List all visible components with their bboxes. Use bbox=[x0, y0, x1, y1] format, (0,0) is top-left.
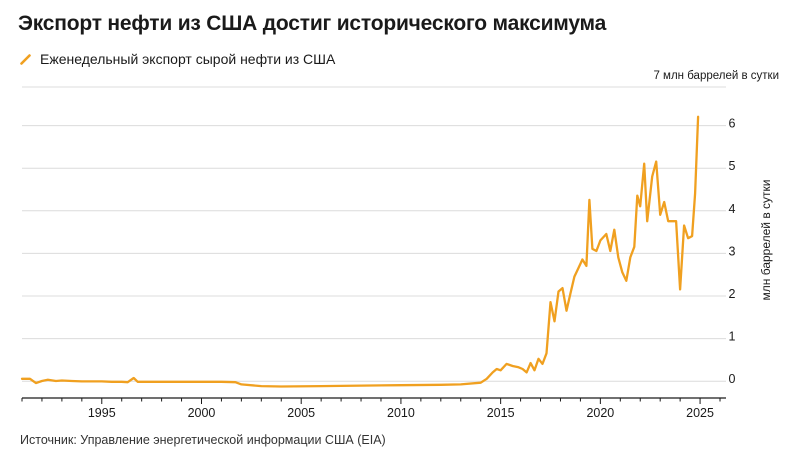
y-tick-label: 4 bbox=[729, 202, 736, 216]
y-tick-label: 3 bbox=[729, 244, 736, 258]
y-tick-label: 1 bbox=[729, 330, 736, 344]
chart-title: Экспорт нефти из США достиг историческог… bbox=[18, 12, 607, 35]
y-axis-label: млн баррелей в сутки bbox=[759, 180, 773, 301]
legend-label: Еженедельный экспорт сырой нефти из США bbox=[40, 51, 336, 67]
x-tick-label: 2010 bbox=[387, 406, 415, 420]
y-tick-label: 2 bbox=[729, 287, 736, 301]
x-tick-label: 2005 bbox=[287, 406, 315, 420]
x-tick-label: 2000 bbox=[188, 406, 216, 420]
legend-swatch bbox=[20, 53, 31, 65]
x-tick-label: 2015 bbox=[487, 406, 515, 420]
x-axis: 1995 2000 2005 2010 2015 2020 2025 bbox=[21, 397, 726, 420]
x-tick-label: 2020 bbox=[586, 406, 614, 420]
x-tick-label: 1995 bbox=[88, 406, 116, 420]
series-line bbox=[20, 115, 700, 388]
y-tick-label: 6 bbox=[729, 117, 736, 131]
x-tick-label: 2025 bbox=[686, 406, 714, 420]
legend: Еженедельный экспорт сырой нефти из США bbox=[20, 51, 335, 67]
gridlines bbox=[22, 86, 726, 382]
y-axis: 0 1 2 3 4 5 6 bbox=[729, 117, 736, 387]
top-unit-annotation: 7 млн баррелей в сутки bbox=[653, 70, 779, 82]
y-tick-label: 0 bbox=[729, 372, 736, 386]
y-tick-label: 5 bbox=[729, 159, 736, 173]
source-note: Источник: Управление энергетической инфо… bbox=[20, 433, 386, 447]
